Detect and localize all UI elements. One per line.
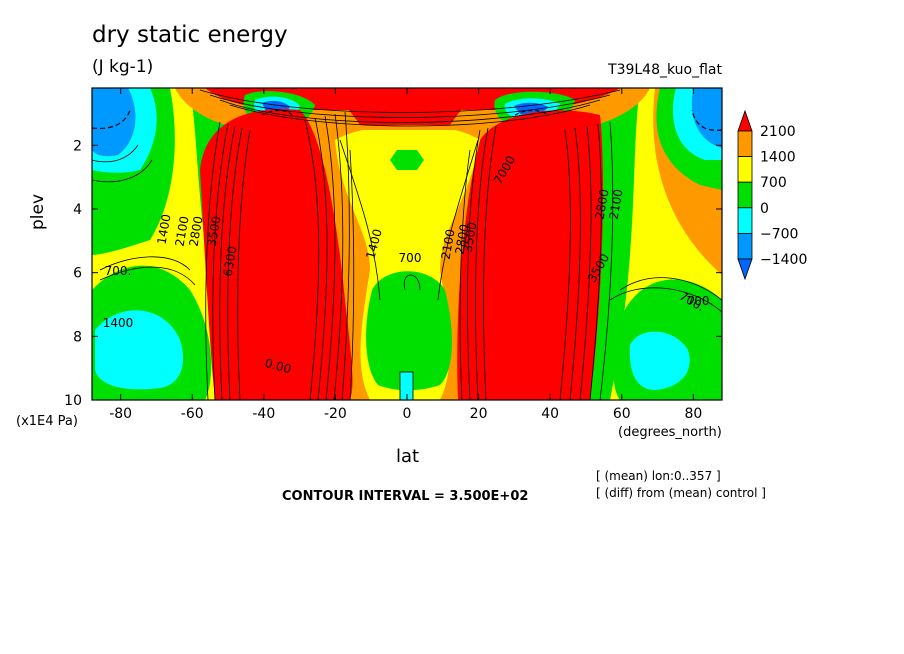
y-tick-label: 8 (73, 329, 82, 345)
colorbar: 2100 1400 700 0 −700 −1400 (737, 109, 807, 281)
colorbar-label: 2100 (760, 124, 796, 140)
colorbar-bottom-arrow (737, 258, 753, 281)
x-tick-label: 80 (684, 406, 702, 422)
colorbar-segment (737, 130, 753, 158)
dashed-contour-right (691, 109, 722, 131)
contour-label: 700. (105, 264, 132, 278)
contour-label: 1400 (155, 213, 174, 246)
dataset-label: T39L48_kuo_flat (608, 62, 722, 78)
field-cyan-left-bottom (95, 310, 184, 390)
contour-interval: CONTOUR INTERVAL = 3.500E+02 (282, 489, 529, 504)
field-cyan-right-bottom (629, 331, 690, 390)
field-green-center-small (390, 150, 424, 170)
contour-label: 700. (687, 294, 714, 308)
contour-label: 2800 (593, 188, 612, 221)
chart-units: (J kg-1) (92, 57, 154, 77)
x-tick-label: -60 (181, 406, 204, 422)
colorbar-top-arrow (737, 109, 753, 132)
contour-label: 2100 (607, 188, 626, 221)
y-axis-unit: (x1E4 Pa) (16, 414, 78, 429)
contour-label: 3500 (461, 221, 480, 254)
y-tick-label: 4 (73, 202, 82, 218)
field-red-top-center (330, 88, 480, 125)
x-tick-label: 40 (541, 406, 559, 422)
contour-label: 2100 (173, 215, 192, 248)
field-blue-left-top (92, 88, 136, 157)
contour-label: 700 (399, 251, 422, 265)
colorbar-label: 0 (760, 201, 769, 217)
y-tick-label: 2 (73, 138, 82, 154)
colorbar-label: −700 (760, 226, 798, 242)
contour-lines (92, 89, 722, 400)
y-tick-label: 10 (64, 393, 82, 409)
colorbar-segment (737, 207, 753, 234)
field-red-right-lobe (457, 110, 603, 400)
contour-label: 2800 (187, 215, 206, 248)
dashed-contour-jet-left (261, 109, 293, 116)
y-tick-label: 6 (73, 266, 82, 282)
colorbar-label: 1400 (760, 150, 796, 166)
contour-label: 6300 (221, 245, 240, 278)
contour-label: 1400 (103, 316, 134, 330)
x-tick-label: -40 (252, 406, 275, 422)
colorbar-segment (737, 232, 753, 260)
x-tick-label: 20 (470, 406, 488, 422)
contour-label: 0.00 (263, 356, 292, 376)
note-diff: [ (diff) from (mean) control ] (596, 486, 766, 500)
field-cyan-center (399, 371, 414, 400)
y-axis-label: plev (28, 193, 48, 230)
x-tick-label: 60 (613, 406, 631, 422)
chart-title: dry static energy (92, 22, 288, 48)
dashed-contour-jet-right (514, 109, 549, 116)
x-tick-label: -80 (109, 406, 132, 422)
x-axis-unit: (degrees_north) (618, 425, 722, 440)
colorbar-segment (737, 156, 753, 183)
x-axis-label: lat (396, 446, 420, 467)
field-blue-right-top (691, 88, 722, 148)
y-axis: 2 4 6 8 10 (64, 138, 722, 409)
contour-label: 2800 (453, 223, 472, 256)
note-mean-lon: [ (mean) lon:0..357 ] (596, 469, 721, 483)
contour-field: 700.700.140021002800350063000.0014001400… (92, 88, 722, 400)
contour-label: 2100 (439, 228, 458, 261)
dashed-contour-left (92, 109, 131, 130)
x-axis: -80 -60 -40 -20 0 20 40 60 80 (109, 88, 702, 422)
x-tick-label: -20 (324, 406, 347, 422)
contour-label: 3500 (205, 215, 224, 248)
colorbar-segment (737, 181, 753, 209)
colorbar-label: −1400 (760, 252, 807, 268)
field-green-center (366, 271, 452, 391)
colorbar-label: 700 (760, 175, 787, 191)
x-tick-label: 0 (403, 406, 412, 422)
